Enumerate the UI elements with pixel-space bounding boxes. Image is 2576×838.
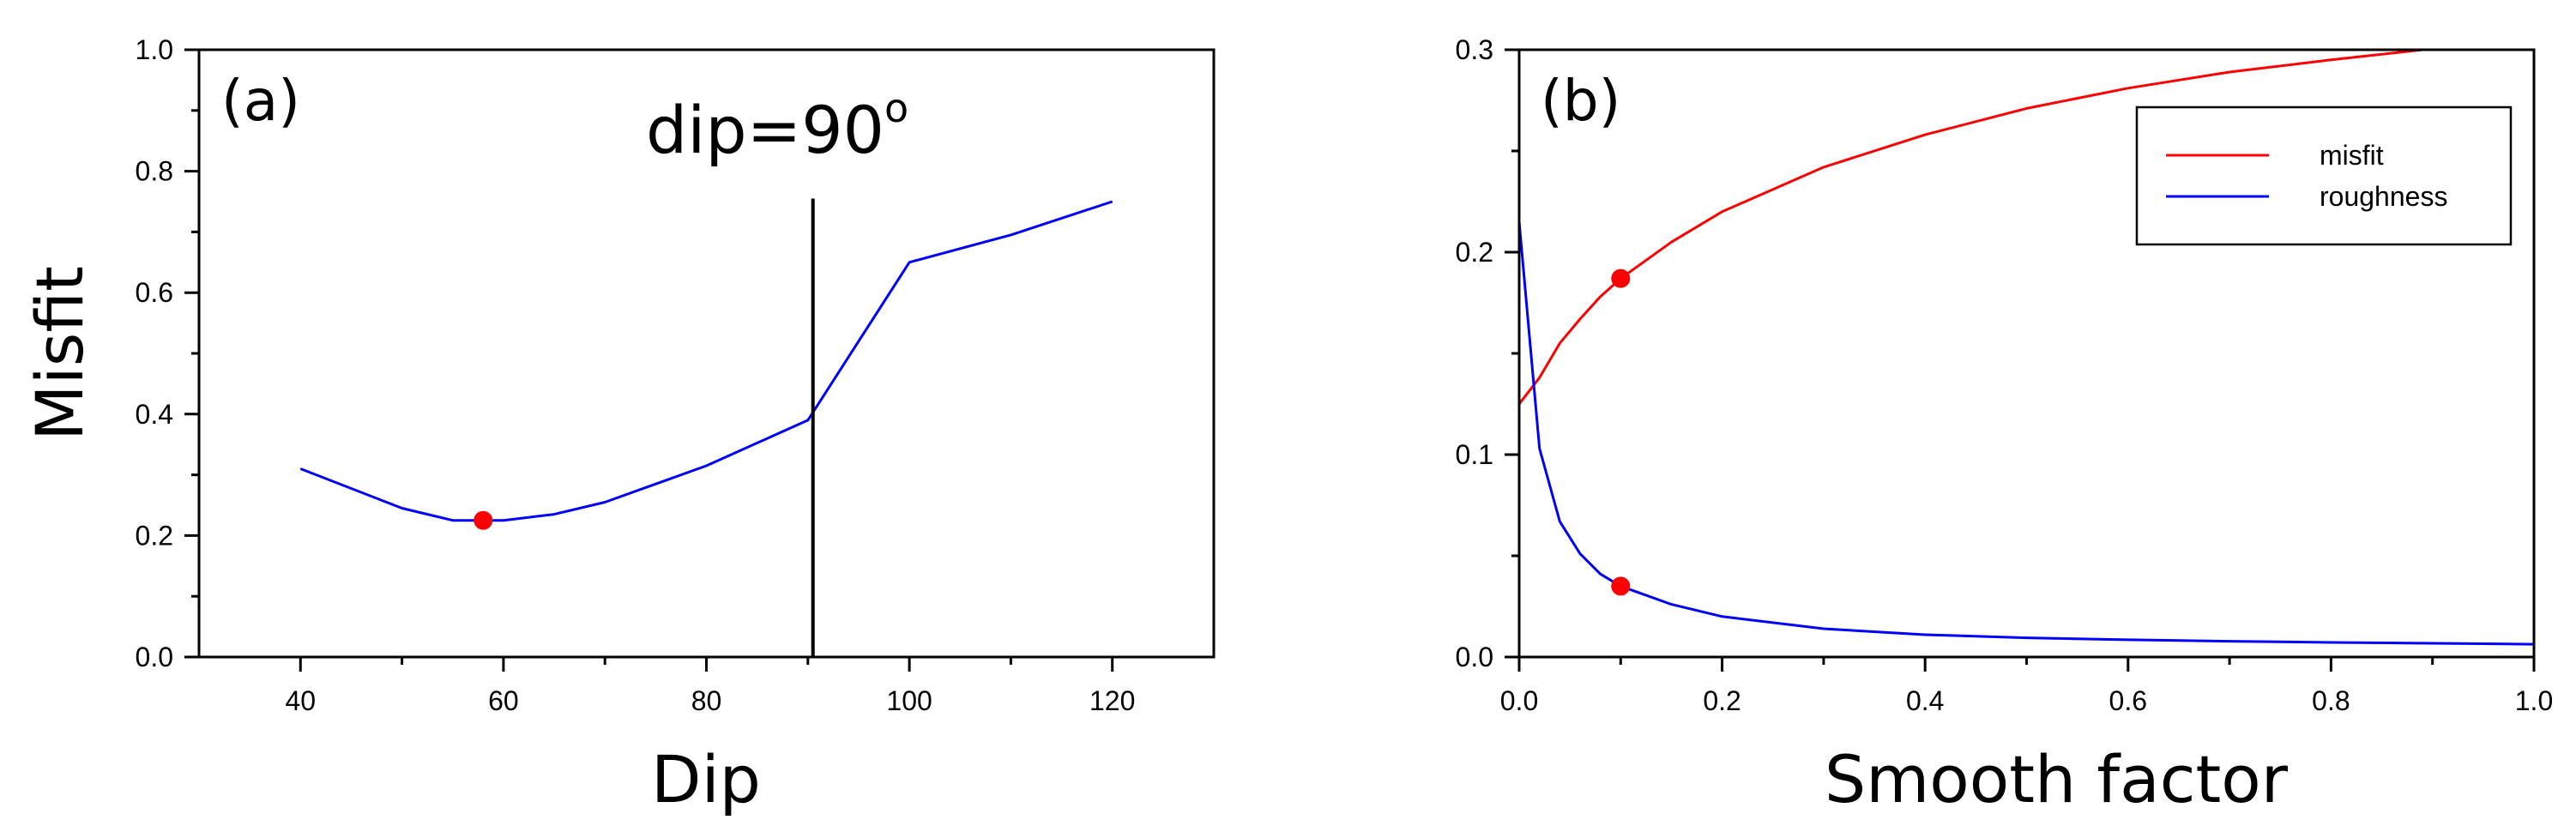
panel-b-x-axis-label: Smooth factor: [1825, 741, 2289, 817]
y-tick-label: 0.8: [136, 156, 173, 187]
panel-b-label: (b): [1541, 68, 1620, 134]
series-line-roughness: [1517, 221, 2535, 646]
panel-a-label: (a): [221, 68, 300, 134]
highlight-point: [474, 510, 493, 530]
highlight-point: [1611, 268, 1631, 288]
x-tick-label: 0.6: [2109, 685, 2147, 716]
panel-a: 40 60 80 100 120 0.00.20.40.60.81.0 (a) Dip …: [21, 34, 1216, 817]
highlight-point: [1611, 576, 1631, 596]
y-tick-label: 0.3: [1456, 34, 1493, 65]
x-tick-label: 120: [1089, 685, 1135, 716]
panel-b-plot-area: [1517, 48, 2535, 646]
panel-a-plot-area: [299, 198, 1113, 657]
dip-annotation-text: dip=90: [646, 92, 884, 168]
x-tick-label: 60: [488, 685, 519, 716]
legend-label-misfit: misfit: [2320, 140, 2384, 171]
y-tick-label: 0.4: [136, 399, 173, 430]
y-tick-label: 0.0: [1456, 642, 1493, 672]
dip-annotation-superscript: o: [884, 85, 908, 131]
y-tick-label: 0.0: [136, 642, 173, 672]
y-tick-label: 0.2: [1456, 237, 1493, 268]
y-tick-label: 1.0: [136, 34, 173, 65]
x-tick-label: 80: [691, 685, 722, 716]
x-tick-label: 0.0: [1500, 685, 1538, 716]
panel-a-x-axis: 40 60 80 100 120: [286, 657, 1135, 716]
x-tick-label: 40: [286, 685, 317, 716]
series-line-misfit: [1517, 48, 2423, 405]
y-tick-label: 0.6: [136, 277, 173, 308]
y-tick-label: 0.2: [136, 520, 173, 551]
dip-annotation: dip=90o: [646, 85, 908, 168]
panel-b: 0.0 0.2 0.4 0.6 0.8 1.0 0.0 0.1 0.2 0.3 (b) Smoo…: [1456, 34, 2554, 817]
x-tick-label: 1.0: [2515, 685, 2553, 716]
panel-a-y-axis: 0.0 0.2 0.4 0.6 0.8 1.0: [136, 34, 199, 672]
legend-label-roughness: roughness: [2320, 181, 2447, 212]
series-line: [299, 200, 1113, 522]
legend: misfit roughness: [2135, 106, 2513, 246]
x-tick-label: 100: [886, 685, 932, 716]
x-tick-label: 0.4: [1906, 685, 1944, 716]
x-tick-label: 0.2: [1703, 685, 1740, 716]
panel-b-y-axis: 0.0 0.1 0.2 0.3: [1456, 34, 1519, 672]
y-tick-label: 0.1: [1456, 439, 1493, 470]
panel-a-y-axis-label: Misfit: [21, 266, 98, 441]
panel-a-x-axis-label: Dip: [651, 741, 761, 817]
legend-box: [2135, 106, 2513, 246]
x-tick-label: 0.8: [2312, 685, 2350, 716]
panel-b-x-axis: 0.0 0.2 0.4 0.6 0.8 1.0: [1500, 657, 2553, 716]
